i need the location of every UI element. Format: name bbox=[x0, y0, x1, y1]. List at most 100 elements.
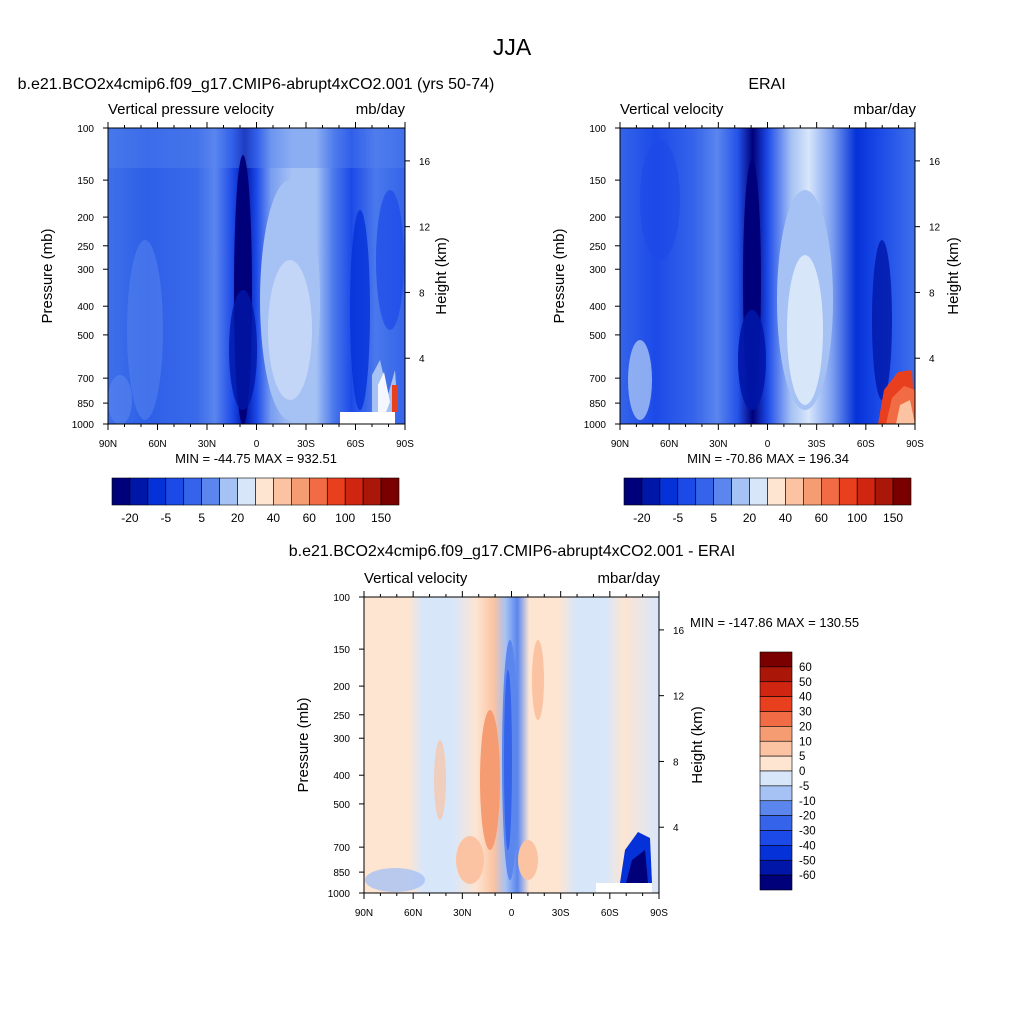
axes-layer: 100150200250300400500700850100048121690N… bbox=[39, 122, 962, 919]
pressure-tick-label: 500 bbox=[77, 331, 94, 342]
colorbar-label: 100 bbox=[335, 511, 355, 525]
colorbar-box bbox=[623, 477, 643, 506]
height-tick-label: 4 bbox=[673, 823, 679, 834]
colorbar-label: -30 bbox=[799, 826, 816, 838]
colorbar-label: 20 bbox=[231, 511, 245, 525]
lat-tick-label: 30S bbox=[552, 908, 570, 919]
pressure-tick-label: 850 bbox=[589, 399, 606, 410]
colorbar-label: 0 bbox=[799, 766, 805, 778]
colorbar-label: 5 bbox=[198, 511, 205, 525]
colorbar-box bbox=[749, 477, 768, 506]
pressure-tick-label: 1000 bbox=[584, 420, 607, 431]
colorbar-box bbox=[759, 830, 793, 846]
colorbar-box bbox=[785, 477, 804, 506]
pressure-tick-label: 1000 bbox=[72, 420, 95, 431]
colorbar-1: -20 -5 5 20 40 60 100 150 bbox=[111, 477, 400, 525]
colorbar-box bbox=[344, 477, 364, 506]
pressure-tick-label: 250 bbox=[589, 242, 606, 253]
colorbar-box bbox=[309, 477, 328, 506]
pressure-tick-label: 400 bbox=[589, 302, 606, 313]
height-tick-label: 16 bbox=[673, 626, 685, 637]
colorbar-box bbox=[731, 477, 750, 506]
lat-tick-label: 90N bbox=[99, 439, 117, 450]
colorbar-box bbox=[874, 477, 894, 506]
lat-tick-label: 30N bbox=[198, 439, 216, 450]
colorbar-box bbox=[111, 477, 131, 506]
colorbar-box bbox=[856, 477, 876, 506]
colorbar-label: 60 bbox=[799, 662, 812, 674]
lat-tick-label: 30S bbox=[808, 439, 826, 450]
colorbar-label: 150 bbox=[883, 511, 903, 525]
colorbar-label: 50 bbox=[799, 677, 812, 689]
colorbar-box bbox=[759, 845, 793, 861]
pressure-tick-label: 500 bbox=[333, 800, 350, 811]
lat-tick-label: 60N bbox=[660, 439, 678, 450]
lat-tick-label: 60N bbox=[148, 439, 166, 450]
colorbar-box bbox=[362, 477, 382, 506]
lat-tick-label: 0 bbox=[509, 908, 515, 919]
colorbar-box bbox=[759, 711, 793, 727]
colorbar-label: 40 bbox=[267, 511, 281, 525]
pressure-tick-label: 200 bbox=[77, 213, 94, 224]
colorbar-box bbox=[659, 477, 679, 506]
colorbar-box bbox=[803, 477, 822, 506]
pressure-tick-label: 100 bbox=[589, 124, 606, 135]
panel-3-stats: MIN = -147.86 MAX = 130.55 bbox=[690, 615, 860, 630]
panel-1-right-title: mb/day bbox=[355, 101, 405, 118]
colorbar-label: -20 bbox=[799, 811, 816, 823]
height-tick-label: 8 bbox=[419, 288, 425, 299]
panel-3-axes: 100 150 200 250 300 400 500 700 850 1000 4 8 12 16 90N… bbox=[295, 591, 706, 919]
colorbar-box bbox=[273, 477, 292, 506]
lat-tick-label: 60N bbox=[404, 908, 422, 919]
pressure-tick-label: 500 bbox=[589, 331, 606, 342]
panel-2-header: ERAI bbox=[748, 76, 786, 93]
colorbar-label: 150 bbox=[371, 511, 391, 525]
colorbar-label: -5 bbox=[160, 511, 171, 525]
pressure-tick-label: 250 bbox=[77, 242, 94, 253]
colorbar-box bbox=[291, 477, 310, 506]
colorbar-label: -10 bbox=[799, 796, 816, 808]
lat-tick-label: 0 bbox=[765, 439, 771, 450]
colorbar-label: -40 bbox=[799, 840, 816, 852]
height-tick-label: 16 bbox=[929, 157, 941, 168]
height-tick-label: 12 bbox=[419, 223, 431, 234]
panel-2-axes: 100 150 200 250 300 400 500 700 850 1000 4 8 12 16 90N… bbox=[551, 122, 962, 450]
colorbar-box bbox=[759, 859, 793, 876]
height-tick-label: 16 bbox=[419, 157, 431, 168]
y-axis-label: Pressure (mb) bbox=[39, 228, 56, 323]
height-tick-label: 8 bbox=[673, 757, 679, 768]
colorbar-box bbox=[326, 477, 346, 506]
panel-2-contour-field bbox=[620, 128, 915, 424]
panel-3-right-title: mbar/day bbox=[597, 570, 660, 587]
colorbar-box bbox=[759, 755, 793, 772]
colorbar-label: 60 bbox=[815, 511, 829, 525]
pressure-tick-label: 300 bbox=[77, 265, 94, 276]
colorbar-box bbox=[183, 477, 202, 506]
height-tick-label: 12 bbox=[929, 223, 941, 234]
panel-3-left-title: Vertical velocity bbox=[364, 570, 468, 587]
colorbar-2: -20 -5 5 20 40 60 100 150 bbox=[623, 477, 912, 525]
pressure-tick-label: 700 bbox=[77, 374, 94, 385]
colorbar-label: 30 bbox=[799, 707, 812, 719]
colorbar-box bbox=[759, 726, 793, 742]
colorbar-box bbox=[759, 815, 793, 831]
panel-3-contour-field bbox=[364, 597, 659, 893]
panel-1-contour-field bbox=[108, 128, 405, 424]
colorbar-box bbox=[759, 800, 793, 816]
colorbar-box bbox=[255, 477, 274, 506]
height-tick-label: 4 bbox=[929, 354, 935, 365]
panel-1-stats: MIN = -44.75 MAX = 932.51 bbox=[175, 451, 337, 466]
colorbar-box bbox=[695, 477, 714, 506]
colorbar-label: -5 bbox=[672, 511, 683, 525]
pressure-tick-label: 150 bbox=[333, 645, 350, 656]
colorbar-box bbox=[380, 477, 400, 506]
pressure-tick-label: 150 bbox=[77, 176, 94, 187]
height-tick-label: 12 bbox=[673, 692, 685, 703]
colorbar-label: -5 bbox=[799, 781, 809, 793]
lat-tick-label: 90N bbox=[355, 908, 373, 919]
lat-tick-label: 90S bbox=[906, 439, 924, 450]
y-axis-label: Pressure (mb) bbox=[295, 697, 312, 792]
pressure-tick-label: 400 bbox=[77, 302, 94, 313]
colorbar-box bbox=[759, 651, 793, 668]
